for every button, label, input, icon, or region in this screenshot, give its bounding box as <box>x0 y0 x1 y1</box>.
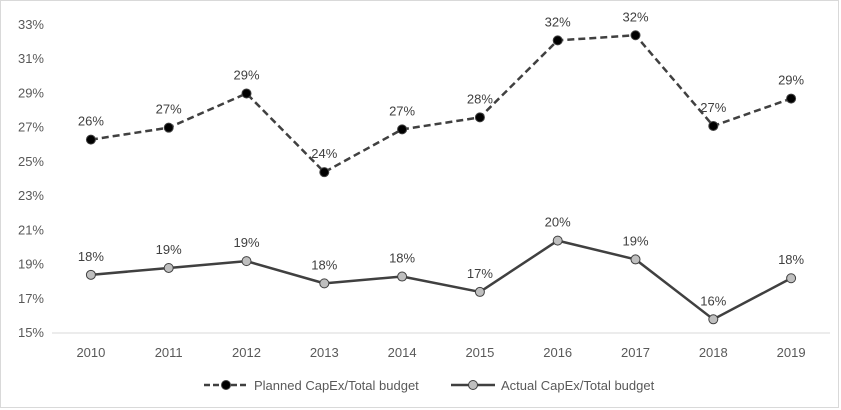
planned-data-label: 27% <box>700 100 726 115</box>
y-tick-label: 25% <box>18 154 44 169</box>
y-tick-label: 27% <box>18 120 44 135</box>
legend: Planned CapEx/Total budget Actual CapEx/T… <box>204 378 655 393</box>
actual-data-label: 19% <box>622 233 648 248</box>
planned-point <box>786 93 797 104</box>
x-tick-label: 2011 <box>155 345 183 360</box>
planned-point <box>552 35 563 46</box>
planned-data-label: 32% <box>622 9 648 24</box>
x-tick-label: 2012 <box>232 345 261 360</box>
planned-data-label: 28% <box>467 91 493 106</box>
planned-point <box>85 134 96 145</box>
legend-planned-marker <box>221 380 231 390</box>
planned-data-label: 32% <box>545 14 571 29</box>
series-points <box>85 30 797 325</box>
y-tick-label: 21% <box>18 222 44 237</box>
axis-layer: 15% 17% 19% 21% 23% 25% 27% 29% 31% 33% 2010 2011 20… <box>18 17 830 360</box>
planned-data-label: 26% <box>78 114 104 129</box>
x-tick-label: 2016 <box>543 345 572 360</box>
y-tick-label: 15% <box>18 325 44 340</box>
actual-data-label: 18% <box>78 249 104 264</box>
planned-point <box>474 112 485 123</box>
actual-data-label: 18% <box>311 257 337 272</box>
planned-point <box>397 124 408 135</box>
actual-point <box>241 256 252 267</box>
y-tick-label: 23% <box>18 188 44 203</box>
planned-point <box>708 120 719 131</box>
planned-point <box>630 30 641 41</box>
legend-actual-marker <box>468 380 478 390</box>
planned-data-label: 29% <box>778 73 804 88</box>
actual-point <box>319 278 330 289</box>
actual-data-label: 17% <box>467 266 493 281</box>
actual-point <box>786 273 797 284</box>
x-tick-label: 2010 <box>76 345 105 360</box>
x-tick-label: 2015 <box>465 345 494 360</box>
planned-data-label: 29% <box>233 67 259 82</box>
planned-point <box>163 122 174 133</box>
actual-point <box>708 314 719 325</box>
actual-data-label: 18% <box>389 251 415 266</box>
legend-actual-label: Actual CapEx/Total budget <box>501 378 655 393</box>
actual-series-line <box>90 239 792 321</box>
data-labels: 26% 27% 29% 24% 27% 28% 32% 32% 27% 29% 18% 19% 19% 1… <box>78 9 805 308</box>
planned-point <box>319 167 330 178</box>
x-tick-label: 2018 <box>699 345 728 360</box>
actual-point <box>163 262 174 273</box>
x-tick-label: 2014 <box>388 345 417 360</box>
y-tick-label: 17% <box>18 291 44 306</box>
actual-point <box>397 271 408 282</box>
actual-data-label: 18% <box>778 252 804 267</box>
legend-planned-label: Planned CapEx/Total budget <box>254 378 419 393</box>
y-tick-label: 33% <box>18 17 44 32</box>
actual-data-label: 16% <box>700 293 726 308</box>
y-tick-label: 19% <box>18 257 44 272</box>
x-tick-label: 2017 <box>621 345 650 360</box>
x-tick-label: 2019 <box>777 345 806 360</box>
actual-data-label: 19% <box>156 242 182 257</box>
planned-point <box>241 88 252 99</box>
series-lines <box>90 34 792 321</box>
x-tick-label: 2013 <box>310 345 339 360</box>
actual-point <box>85 269 96 280</box>
actual-point <box>474 286 485 297</box>
planned-data-label: 27% <box>156 102 182 117</box>
planned-data-label: 24% <box>311 146 337 161</box>
actual-data-label: 19% <box>233 235 259 250</box>
actual-point <box>552 235 563 246</box>
actual-data-label: 20% <box>545 215 571 230</box>
y-tick-label: 29% <box>18 85 44 100</box>
y-tick-label: 31% <box>18 51 44 66</box>
actual-point <box>630 254 641 265</box>
planned-series-line <box>90 34 792 174</box>
planned-data-label: 27% <box>389 103 415 118</box>
